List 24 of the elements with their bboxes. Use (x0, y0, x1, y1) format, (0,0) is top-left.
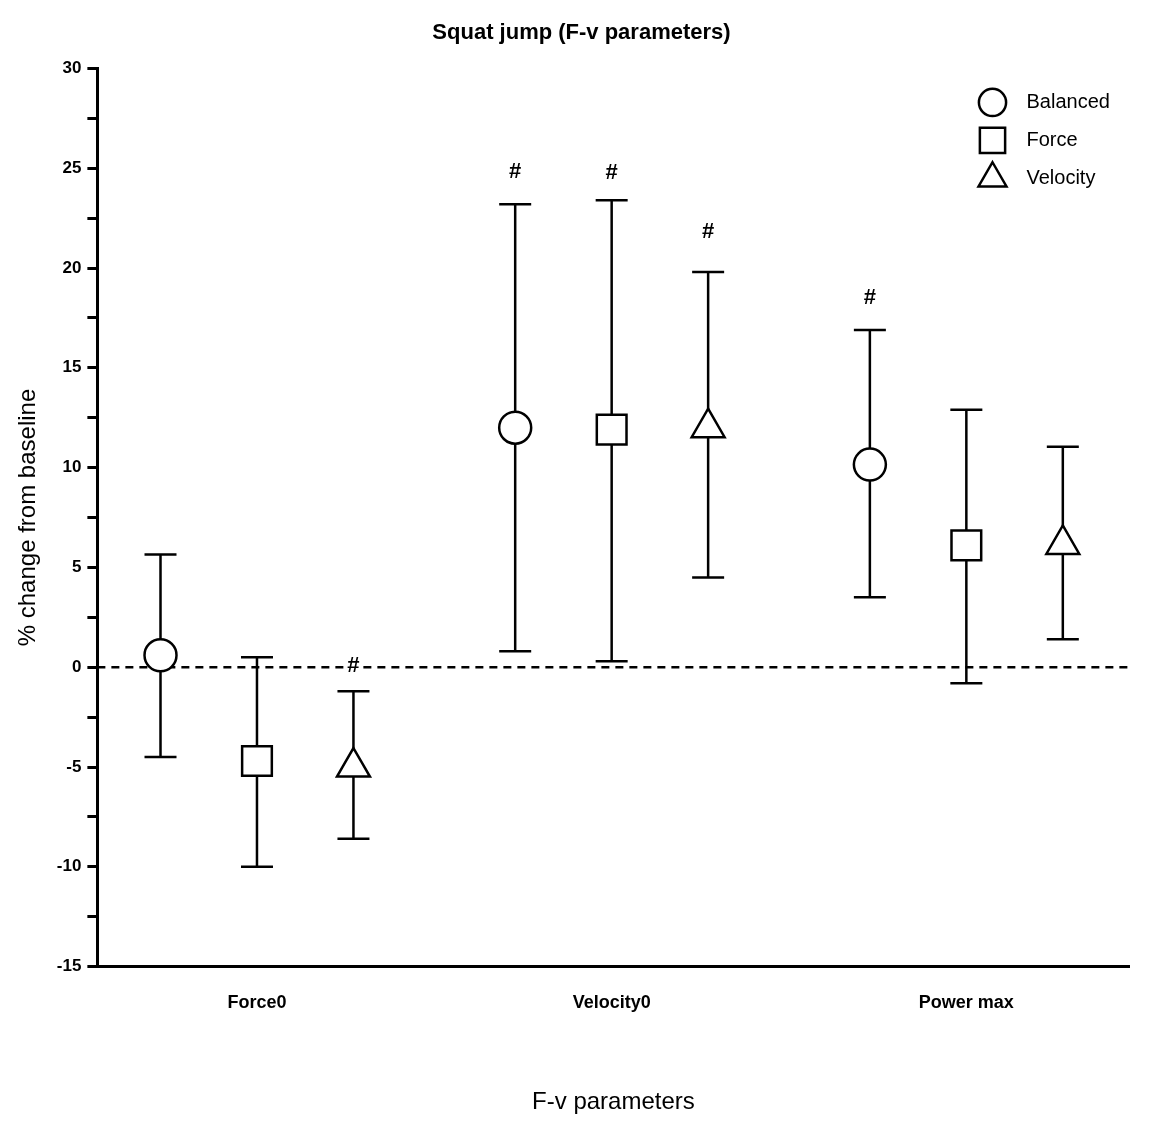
annotation: # (347, 652, 360, 678)
y-tick-label: 25 (62, 157, 82, 177)
annotation: # (509, 158, 522, 184)
legend-label: Balanced (1026, 89, 1110, 112)
y-tick-label: 10 (62, 457, 82, 477)
y-tick-label: -10 (56, 856, 82, 876)
legend-label: Velocity (1026, 165, 1096, 188)
annotation: # (863, 283, 876, 309)
x-tick-label: Velocity0 (572, 992, 651, 1013)
y-axis-title: % change from baseline (13, 388, 41, 647)
x-tick-label: Power max (918, 992, 1014, 1013)
chart-title: Squat jump (F-v parameters) (432, 19, 731, 45)
y-tick-label: -5 (66, 756, 82, 776)
x-tick-label: Force0 (227, 992, 287, 1013)
x-axis-title: F-v parameters (532, 1087, 695, 1115)
y-tick-label: 20 (62, 257, 82, 277)
y-tick-label: 0 (71, 656, 82, 676)
y-tick-label: 30 (62, 58, 82, 78)
y-tick-label: -15 (56, 956, 82, 976)
y-tick-label: 15 (62, 357, 82, 377)
annotation: # (702, 218, 715, 244)
annotation: # (605, 159, 618, 185)
legend-label: Force (1026, 127, 1078, 150)
y-tick-label: 5 (71, 557, 82, 577)
